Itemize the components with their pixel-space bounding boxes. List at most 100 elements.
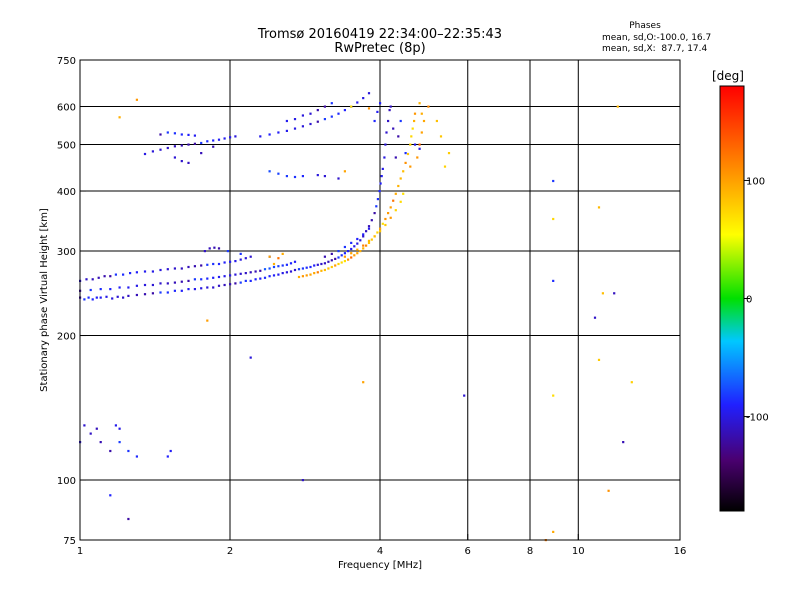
data-point-o	[285, 175, 288, 178]
data-point-o	[159, 133, 162, 136]
data-point-o	[367, 92, 371, 95]
data-point-x	[402, 192, 405, 195]
x-tick-label: 1	[77, 546, 83, 557]
data-point-x	[118, 116, 121, 119]
data-point-o	[305, 266, 308, 269]
data-point-x	[399, 200, 402, 203]
data-point-o	[103, 275, 106, 278]
data-point-o	[111, 297, 114, 300]
y-tick-label: 300	[57, 247, 76, 258]
data-point-o	[375, 205, 378, 208]
data-point-x	[601, 292, 604, 295]
data-point-o	[89, 288, 92, 292]
data-point-o	[268, 133, 271, 136]
x-axis-label: Frequency [MHz]	[338, 560, 422, 571]
data-point-x	[552, 530, 555, 533]
data-point-x	[370, 238, 373, 241]
data-point-o	[330, 252, 333, 255]
data-point-o	[293, 268, 297, 272]
data-point-x	[362, 381, 365, 384]
data-point-o	[289, 270, 293, 273]
data-point-o	[200, 141, 203, 145]
data-point-o	[143, 283, 147, 287]
data-point-o	[350, 247, 353, 251]
data-point-o	[159, 268, 162, 272]
data-point-o	[334, 257, 337, 260]
data-point-o	[285, 271, 288, 274]
data-point-o	[340, 254, 343, 257]
data-point-o	[87, 296, 90, 299]
data-point-o	[135, 455, 138, 458]
data-point-o	[229, 283, 232, 286]
data-point-o	[193, 142, 196, 145]
data-point-o	[187, 288, 190, 291]
data-point-o	[285, 119, 288, 123]
x-tick-label: 6	[465, 546, 471, 557]
data-point-o	[316, 174, 319, 177]
data-point-x	[552, 394, 555, 397]
data-point-o	[212, 276, 215, 279]
data-point-o	[552, 279, 555, 282]
data-point-o	[226, 250, 229, 253]
legend-x-mode: mean, sd,X: 87.7, 17.4	[602, 44, 708, 54]
data-point-o	[272, 265, 276, 269]
data-point-o	[418, 147, 421, 150]
data-point-o	[166, 131, 169, 134]
data-point-o	[239, 272, 242, 275]
data-point-o	[293, 118, 297, 121]
data-point-o	[343, 245, 346, 249]
data-point-o	[109, 449, 112, 453]
data-point-o	[259, 277, 262, 280]
data-point-x	[443, 165, 447, 168]
colorbar-tick-label: 100	[746, 176, 765, 187]
data-point-o	[389, 105, 392, 108]
data-point-o	[244, 257, 247, 260]
data-point-o	[388, 109, 391, 112]
data-point-x	[418, 143, 421, 146]
data-point-o	[337, 250, 340, 253]
data-point-o	[173, 289, 176, 292]
data-point-o	[254, 278, 257, 281]
data-point-o	[379, 182, 382, 185]
data-point-x	[552, 217, 555, 221]
data-point-x	[281, 252, 284, 255]
data-point-x	[616, 105, 619, 108]
data-point-o	[323, 175, 326, 178]
data-point-x	[384, 217, 387, 221]
data-point-x	[376, 231, 379, 234]
data-point-o	[95, 296, 98, 299]
data-point-x	[313, 272, 316, 275]
data-point-o	[297, 268, 301, 271]
data-point-o	[234, 135, 237, 138]
data-point-x	[410, 135, 413, 138]
data-point-o	[234, 260, 237, 263]
data-point-o	[268, 170, 271, 173]
data-point-o	[223, 261, 226, 264]
data-point-o	[234, 282, 237, 285]
data-point-o	[285, 129, 288, 132]
data-points	[79, 92, 633, 542]
data-point-o	[105, 295, 108, 298]
data-point-x	[379, 227, 382, 230]
data-point-o	[356, 237, 359, 241]
data-point-o	[85, 278, 88, 281]
data-point-o	[463, 394, 466, 397]
data-point-o	[359, 239, 362, 242]
data-point-o	[381, 167, 384, 170]
data-point-o	[173, 156, 176, 159]
data-point-o	[330, 115, 333, 118]
data-point-o	[135, 293, 138, 297]
data-point-o	[376, 198, 379, 201]
data-point-o	[313, 264, 316, 267]
data-point-o	[330, 102, 333, 105]
data-point-o	[552, 179, 555, 183]
data-point-o	[293, 175, 297, 179]
colorbar-tick-label: 0	[746, 295, 752, 306]
data-point-o	[229, 274, 232, 277]
data-point-x	[367, 239, 371, 242]
data-point-o	[229, 260, 232, 263]
data-point-o	[223, 137, 226, 140]
data-point-o	[383, 156, 386, 159]
data-point-o	[370, 219, 373, 222]
